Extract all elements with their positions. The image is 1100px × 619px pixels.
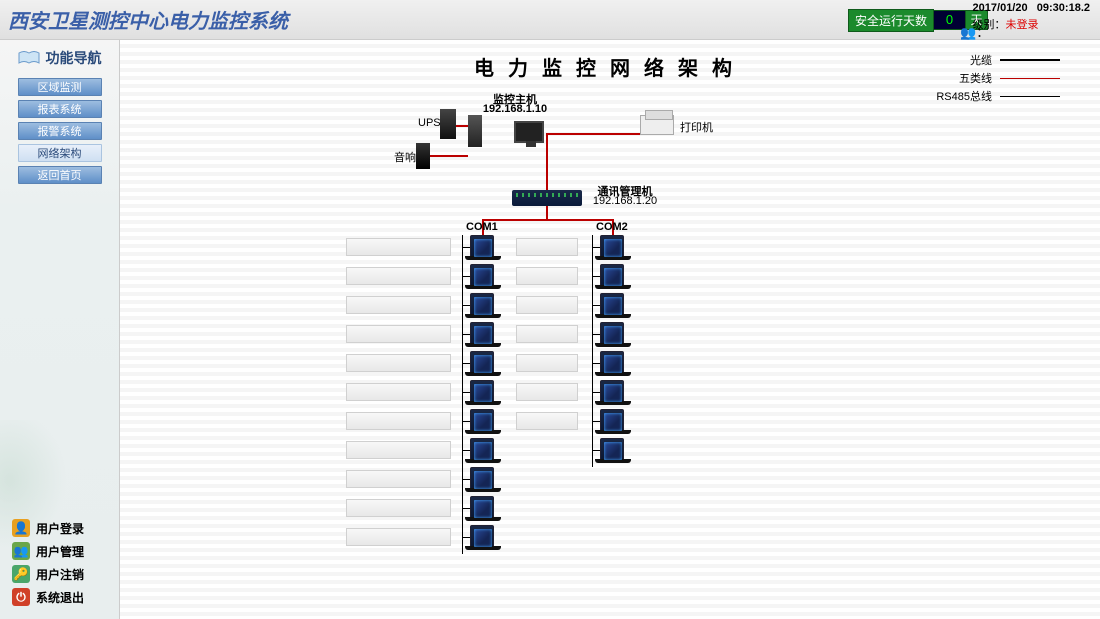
bottom-nav: 👤用户登录 👥用户管理 🔑用户注销 ⏻系统退出 [12, 514, 84, 611]
meter-device[interactable] [470, 496, 494, 520]
nav-report[interactable]: 报表系统 [18, 100, 102, 118]
label-slot [516, 354, 578, 372]
label-slot [516, 325, 578, 343]
meter-device[interactable] [470, 380, 494, 404]
meter-device[interactable] [600, 438, 624, 462]
label-slot [346, 238, 451, 256]
label-slot [346, 296, 451, 314]
host-ip: 192.168.1.10 [478, 103, 552, 115]
main-area: 电力监控网络架构 光缆 五类线 RS485总线 UPS 音响 监控主机 192.… [120, 40, 1100, 619]
label-slot [346, 325, 451, 343]
header: 西安卫星测控中心电力监控系统 安全运行天数 0 天 👥： 2017/01/20 … [0, 0, 1100, 40]
safe-days-label: 安全运行天数 [848, 9, 934, 32]
label-slot [346, 499, 451, 517]
gateway-ip: 192.168.1.20 [590, 195, 660, 207]
user-logout[interactable]: 🔑用户注销 [12, 565, 84, 583]
app-title: 西安卫星测控中心电力监控系统 [0, 5, 288, 34]
meter-device[interactable] [470, 264, 494, 288]
label-slot [346, 412, 451, 430]
level-value: 未登录 [1006, 19, 1039, 31]
speaker-device [416, 143, 430, 169]
exit-icon: ⏻ [12, 588, 30, 606]
cat5-line [546, 133, 640, 135]
network-diagram: UPS 音响 监控主机 192.168.1.10 打印机 通讯管理机 192.1… [120, 85, 1100, 615]
meter-device[interactable] [470, 409, 494, 433]
legend-label: 光缆 [970, 52, 992, 68]
meter-device[interactable] [470, 438, 494, 462]
label-slot [346, 528, 451, 546]
host-tower [468, 115, 482, 147]
header-date: 2017/01/20 [973, 2, 1028, 14]
meter-device[interactable] [600, 235, 624, 259]
header-time: 09:30:18.2 [1037, 2, 1090, 14]
meter-device[interactable] [600, 409, 624, 433]
label-slot [516, 267, 578, 285]
com1-label: COM1 [466, 221, 498, 233]
user-manage[interactable]: 👥用户管理 [12, 542, 84, 560]
nav-area-monitor[interactable]: 区域监测 [18, 78, 102, 96]
ups-label: UPS [418, 117, 441, 129]
manage-icon: 👥 [12, 542, 30, 560]
meter-device[interactable] [470, 235, 494, 259]
sidebar: 功能导航 区域监测 报表系统 报警系统 网络架构 返回首页 👤用户登录 👥用户管… [0, 40, 120, 619]
cat5-line [546, 135, 548, 190]
rs485-line [592, 235, 593, 467]
meter-device[interactable] [600, 380, 624, 404]
nav-home[interactable]: 返回首页 [18, 166, 102, 184]
label-slot [516, 296, 578, 314]
cat5-line [546, 206, 548, 220]
cat5-line [482, 219, 612, 221]
label-slot [346, 354, 451, 372]
label-slot [346, 267, 451, 285]
user-login[interactable]: 👤用户登录 [12, 519, 84, 537]
logout-icon: 🔑 [12, 565, 30, 583]
host-monitor [514, 121, 544, 143]
nav-network[interactable]: 网络架构 [18, 144, 102, 162]
label-slot [346, 470, 451, 488]
speaker-label: 音响 [394, 149, 416, 165]
meter-device[interactable] [600, 322, 624, 346]
label-slot [346, 441, 451, 459]
meter-device[interactable] [600, 264, 624, 288]
meter-device[interactable] [470, 322, 494, 346]
meter-device[interactable] [600, 351, 624, 375]
header-datetime: 2017/01/20 09:30:18.2 级别：未登录 [973, 2, 1090, 32]
label-slot [516, 383, 578, 401]
meter-device[interactable] [470, 467, 494, 491]
cat5-line [456, 125, 468, 127]
meter-device[interactable] [470, 351, 494, 375]
legend-label: 五类线 [959, 70, 992, 86]
meter-device[interactable] [600, 293, 624, 317]
meter-device[interactable] [470, 293, 494, 317]
rs485-line [462, 235, 463, 554]
label-slot [346, 383, 451, 401]
label-slot [516, 412, 578, 430]
ups-device [440, 109, 456, 139]
nav-title: 功能导航 [0, 40, 119, 74]
printer-device [640, 115, 674, 135]
label-slot [516, 238, 578, 256]
nav-alarm[interactable]: 报警系统 [18, 122, 102, 140]
com2-label: COM2 [596, 221, 628, 233]
level-label: 级别： [973, 19, 1006, 31]
printer-label: 打印机 [680, 119, 713, 135]
cat5-line [430, 155, 468, 157]
login-icon: 👤 [12, 519, 30, 537]
meter-device[interactable] [470, 525, 494, 549]
gateway-device [512, 190, 582, 206]
book-icon [18, 51, 40, 65]
system-exit[interactable]: ⏻系统退出 [12, 588, 84, 606]
